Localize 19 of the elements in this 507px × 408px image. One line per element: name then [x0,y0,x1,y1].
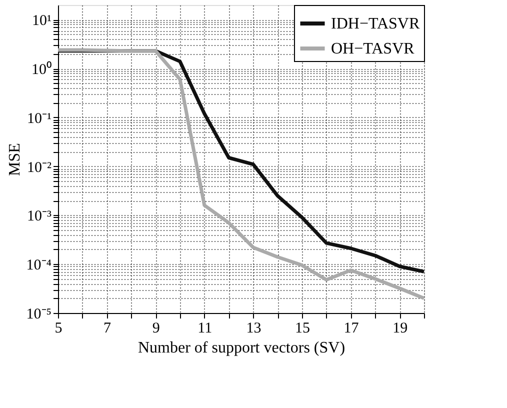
y-axis-title: MSE [6,143,24,176]
y-tick-label: 10⁻¹ [27,110,52,127]
x-tick-label: 15 [295,320,310,336]
x-tick-label: 5 [54,320,62,336]
x-axis-title: Number of support vectors (SV) [138,340,346,356]
x-tick-label: 11 [198,320,212,336]
y-tick-label: 10¹ [32,13,52,30]
x-tick-label: 17 [344,320,360,336]
x-tick-label: 19 [392,320,408,336]
x-tick-label: 7 [104,320,112,336]
legend-label: IDH−TASVR [331,16,420,32]
y-tick-label: 10⁰ [32,61,52,78]
y-tick-label: 10⁻² [27,160,52,176]
x-tick-label: 9 [152,320,160,336]
y-tick-label: 10⁻⁵ [26,306,52,322]
y-tick-label: 10⁻³ [27,208,52,225]
legend-label: OH−TASVR [331,40,415,58]
y-tick-label: 10⁻⁴ [26,258,52,274]
x-tick-label: 13 [246,320,262,336]
